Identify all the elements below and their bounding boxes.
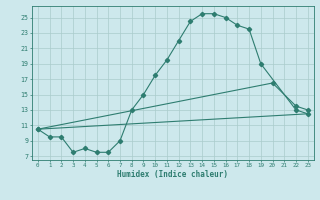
X-axis label: Humidex (Indice chaleur): Humidex (Indice chaleur) (117, 170, 228, 179)
